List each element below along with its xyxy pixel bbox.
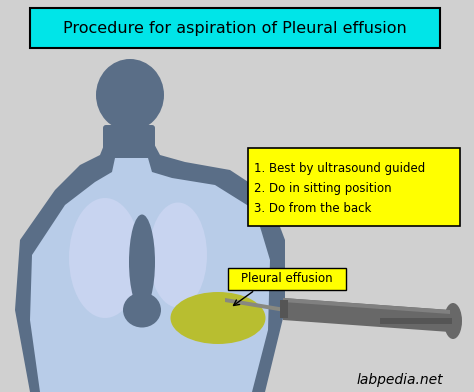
Polygon shape	[283, 298, 450, 332]
FancyBboxPatch shape	[380, 318, 452, 324]
Polygon shape	[15, 140, 285, 392]
FancyBboxPatch shape	[280, 300, 288, 318]
Ellipse shape	[123, 292, 161, 327]
FancyBboxPatch shape	[248, 148, 460, 226]
Ellipse shape	[53, 350, 243, 392]
Ellipse shape	[69, 198, 141, 318]
Text: Procedure for aspiration of Pleural effusion: Procedure for aspiration of Pleural effu…	[63, 20, 407, 36]
FancyBboxPatch shape	[103, 125, 155, 166]
Polygon shape	[30, 158, 270, 392]
Polygon shape	[283, 298, 450, 314]
Polygon shape	[225, 298, 285, 312]
Ellipse shape	[96, 59, 164, 131]
FancyBboxPatch shape	[228, 268, 346, 290]
Ellipse shape	[149, 203, 207, 307]
Ellipse shape	[129, 214, 155, 310]
Ellipse shape	[444, 303, 462, 339]
Ellipse shape	[171, 292, 265, 344]
Text: 1. Best by ultrasound guided
2. Do in sitting position
3. Do from the back: 1. Best by ultrasound guided 2. Do in si…	[254, 162, 425, 214]
Text: Pleural effusion: Pleural effusion	[241, 272, 333, 285]
Text: labpedia.net: labpedia.net	[357, 373, 443, 387]
FancyBboxPatch shape	[30, 8, 440, 48]
